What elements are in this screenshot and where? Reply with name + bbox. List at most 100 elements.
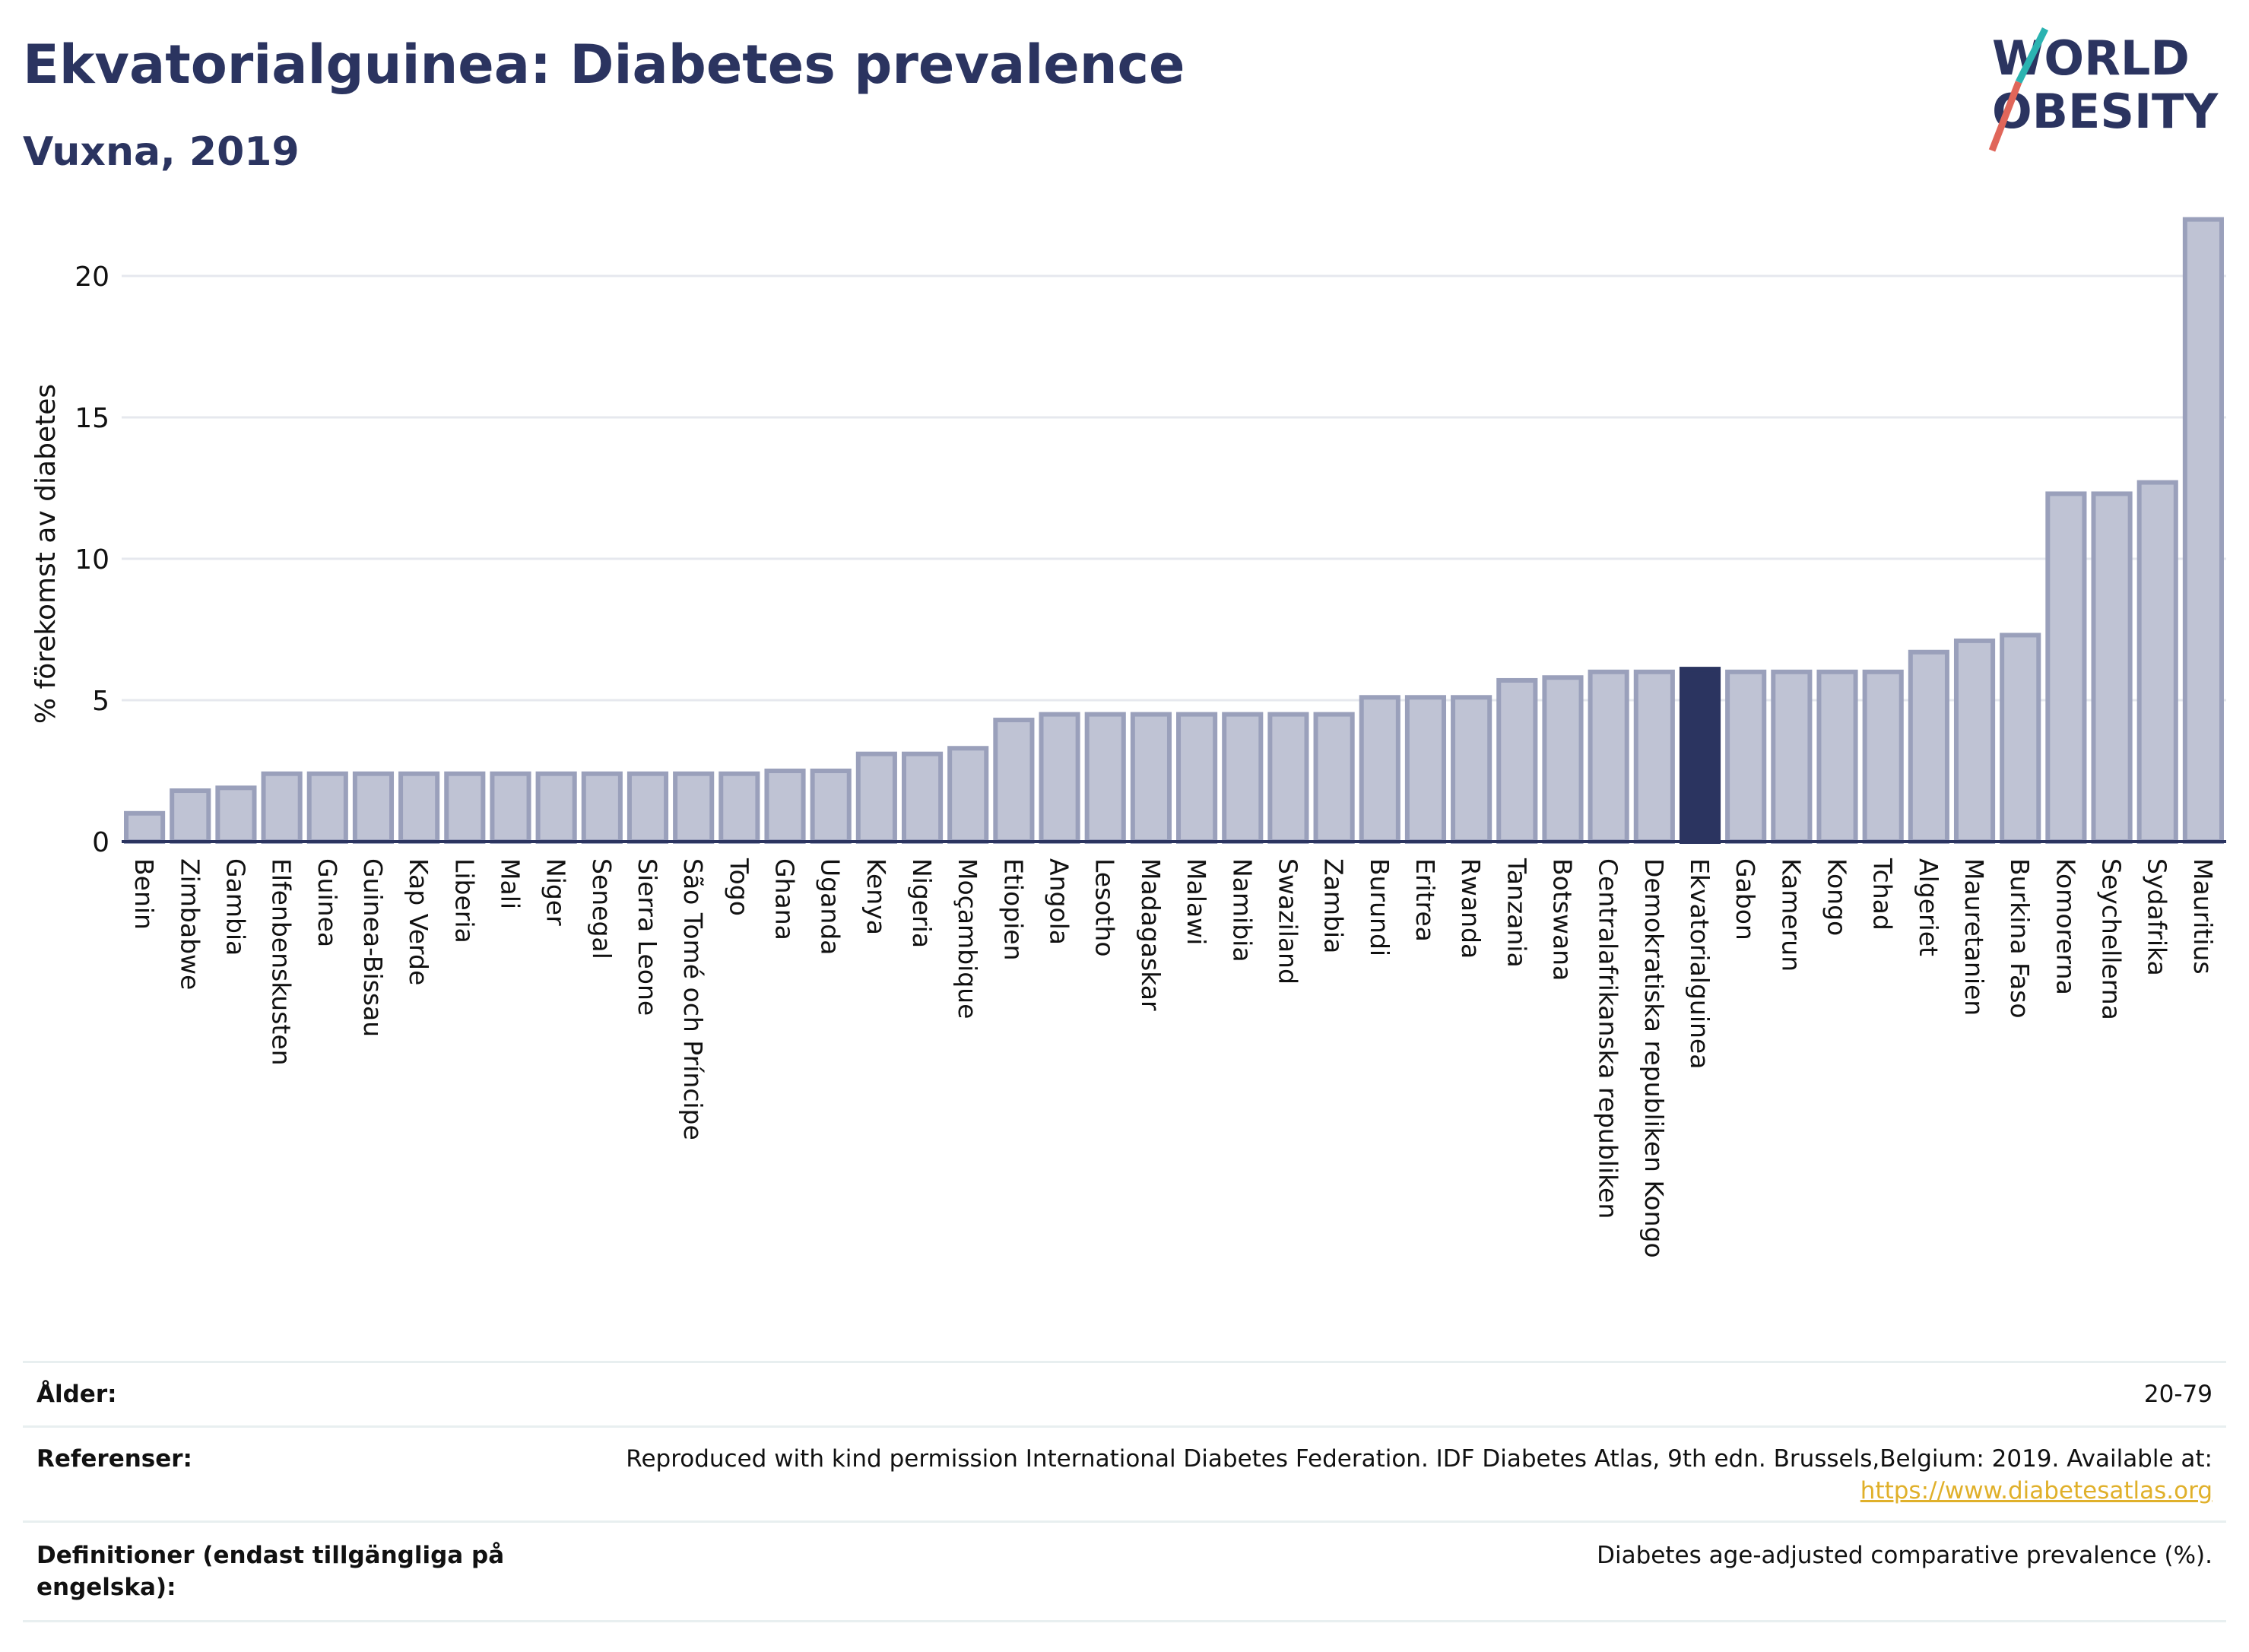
x-tick-label: Botswana bbox=[1547, 858, 1577, 981]
footer-row-references: Referenser: Reproduced with kind permiss… bbox=[23, 1425, 2226, 1520]
age-label: Ålder: bbox=[36, 1381, 117, 1408]
x-tick-label: Ghana bbox=[770, 858, 800, 940]
x-tick-label: Lesotho bbox=[1090, 858, 1120, 957]
y-axis-label: % förekomst av diabetes bbox=[30, 384, 62, 724]
bar-guinea bbox=[306, 771, 348, 844]
bar-kap-verde bbox=[398, 771, 440, 844]
x-tick-label: Seychellerna bbox=[2097, 858, 2127, 1020]
x-tick-label: Mali bbox=[495, 858, 525, 909]
bar-eritrea bbox=[1404, 695, 1447, 845]
world-obesity-logo: WORLD OBESITY bbox=[1988, 27, 2219, 152]
x-tick-label: Liberia bbox=[449, 858, 479, 943]
bar-demokratiska-republiken-kongo bbox=[1633, 669, 1675, 844]
definitions-value: Diabetes age-adjusted comparative preval… bbox=[1597, 1542, 2213, 1569]
bar-chart: 0 5 10 15 20 Benin Zimbabwe Gambia Elfenbenskus… bbox=[30, 217, 2226, 1258]
references-link[interactable]: https://www.diabetesatlas.org bbox=[1860, 1477, 2213, 1505]
bar-angola bbox=[1039, 712, 1080, 844]
bar-guinea-bissau bbox=[352, 771, 395, 844]
x-tick-label: Demokratiska republiken Kongo bbox=[1639, 858, 1669, 1258]
bar-zimbabwe bbox=[170, 788, 211, 844]
x-tick-label: Senegal bbox=[587, 858, 617, 959]
x-tick-label: Zimbabwe bbox=[175, 858, 205, 990]
bar-burundi bbox=[1359, 695, 1400, 845]
x-tick-label: Namibia bbox=[1227, 858, 1257, 962]
bar-mauritius bbox=[2182, 217, 2224, 845]
x-tick-label: Togo bbox=[724, 858, 753, 916]
definitions-label: Definitioner (endast tillgängliga på eng… bbox=[36, 1539, 504, 1603]
bar-mali bbox=[490, 771, 531, 844]
bar-kamerun bbox=[1771, 669, 1813, 844]
x-tick-label: Kap Verde bbox=[404, 858, 433, 985]
y-tick-label: 15 bbox=[75, 403, 109, 434]
x-tick-label: Guinea bbox=[312, 858, 342, 947]
x-tick-label: Kamerun bbox=[1776, 858, 1806, 972]
bar-liberia bbox=[444, 771, 486, 844]
page-subtitle: Vuxna, 2019 bbox=[23, 129, 300, 175]
x-tick-label: Nigeria bbox=[907, 858, 937, 948]
x-tick-label: Kenya bbox=[861, 858, 891, 935]
y-tick-label: 10 bbox=[75, 544, 109, 576]
logo-word-obesity: OBESITY bbox=[1992, 84, 2219, 139]
grid-lines bbox=[122, 274, 2226, 702]
x-tick-label: Etiopien bbox=[998, 858, 1028, 960]
x-tick-label: Moçambique bbox=[953, 858, 982, 1019]
bar-uganda bbox=[810, 769, 852, 844]
x-tick-label: Elfenbenskusten bbox=[267, 858, 297, 1066]
x-tick-label: Gambia bbox=[220, 858, 250, 956]
x-tick-label: Madagaskar bbox=[1136, 858, 1166, 1011]
x-tick-label: Zambia bbox=[1319, 858, 1349, 953]
bar-zambia bbox=[1313, 712, 1355, 844]
bar-tchad bbox=[1862, 669, 1904, 844]
age-value: 20-79 bbox=[2143, 1381, 2213, 1408]
x-tick-label: Malawi bbox=[1182, 858, 1211, 945]
y-axis-ticks: 0 5 10 15 20 bbox=[75, 262, 109, 858]
x-tick-label: Kongo bbox=[1822, 858, 1852, 936]
bar-sierra-leone bbox=[626, 771, 669, 844]
page-title: Ekvatorialguinea: Diabetes prevalence bbox=[23, 33, 1185, 96]
y-tick-label: 5 bbox=[92, 686, 109, 717]
bar-ghana bbox=[764, 769, 806, 844]
x-tick-label: São Tomé och Príncipe bbox=[678, 858, 708, 1140]
x-tick-label: Burundi bbox=[1365, 858, 1394, 956]
bar-sydafrika bbox=[2136, 480, 2178, 844]
bar-swaziland bbox=[1267, 712, 1309, 844]
footer-row-definitions: Definitioner (endast tillgängliga på eng… bbox=[23, 1520, 2226, 1620]
x-tick-label: Angola bbox=[1045, 858, 1074, 945]
bar-centralafrikanska-republiken bbox=[1588, 669, 1629, 844]
y-tick-label: 20 bbox=[75, 262, 109, 293]
x-tick-label: Tchad bbox=[1868, 858, 1898, 931]
x-tick-label: Benin bbox=[129, 858, 159, 930]
x-tick-label: Mauritius bbox=[2188, 858, 2218, 975]
x-tick-label: Tanzania bbox=[1502, 858, 1531, 968]
bar-elfenbenskusten bbox=[261, 771, 303, 844]
definitions-label-line2: engelska): bbox=[36, 1574, 176, 1601]
x-tick-label: Eritrea bbox=[1410, 858, 1440, 942]
bar-madagaskar bbox=[1130, 712, 1172, 844]
x-tick-label: Komorerna bbox=[2051, 858, 2080, 995]
bar-burkina-faso bbox=[2000, 633, 2041, 844]
bar-gambia bbox=[215, 785, 257, 845]
x-tick-label: Centralafrikanska republiken bbox=[1594, 858, 1623, 1219]
bar-etiopien bbox=[993, 718, 1035, 844]
bar-mauretanien bbox=[1953, 638, 1996, 844]
definitions-label-line1: Definitioner (endast tillgängliga på bbox=[36, 1542, 505, 1569]
references-label: Referenser: bbox=[36, 1445, 192, 1473]
x-tick-label: Sierra Leone bbox=[633, 858, 662, 1016]
x-tick-label: Algeriet bbox=[1914, 858, 1943, 956]
footer-bottom-border bbox=[23, 1620, 2226, 1622]
bar-rwanda bbox=[1451, 695, 1492, 845]
bar-algeriet bbox=[1908, 649, 1949, 845]
bar-nigeria bbox=[901, 751, 944, 844]
x-tick-label: Ekvatorialguinea bbox=[1685, 858, 1715, 1069]
bars bbox=[124, 217, 2224, 845]
x-tick-label: Sydafrika bbox=[2143, 858, 2172, 976]
x-tick-label: Guinea-Bissau bbox=[358, 858, 388, 1037]
bar-botswana bbox=[1542, 675, 1584, 844]
logo-accent-teal bbox=[2015, 27, 2049, 84]
x-tick-label: Burkina Faso bbox=[2005, 858, 2035, 1019]
x-axis-labels: Benin Zimbabwe Gambia Elfenbenskusten Guinea… bbox=[129, 858, 2218, 1258]
bar-seychellerna bbox=[2091, 491, 2133, 844]
x-tick-label: Uganda bbox=[816, 858, 845, 955]
bar-namibia bbox=[1222, 712, 1264, 844]
logo-accent-coral bbox=[1988, 81, 2022, 152]
